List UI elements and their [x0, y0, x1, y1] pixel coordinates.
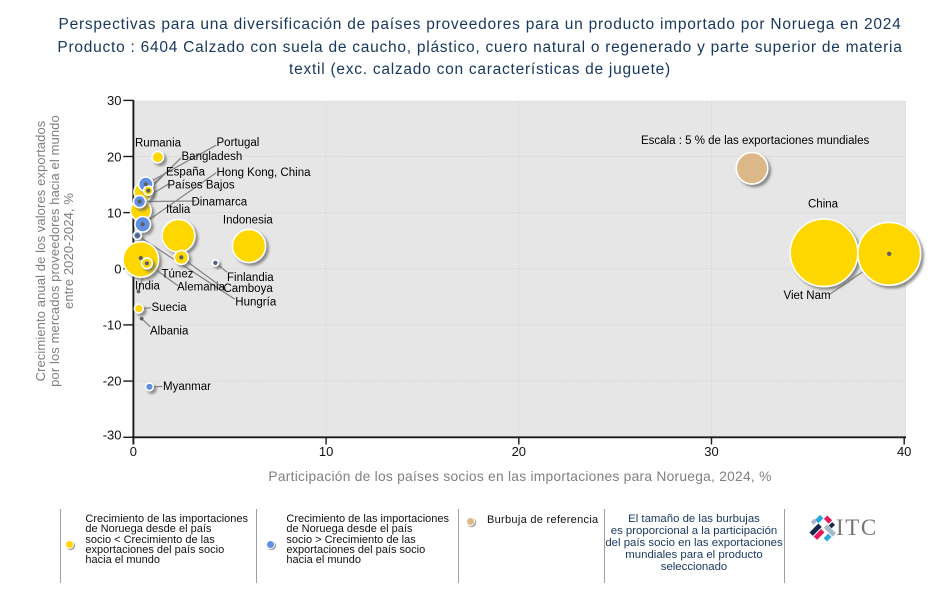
svg-text:Bangladesh: Bangladesh	[182, 151, 243, 163]
svg-text:40: 40	[897, 444, 911, 459]
svg-text:10: 10	[107, 206, 121, 221]
svg-text:Finlandia: Finlandia	[227, 272, 274, 284]
svg-text:-20: -20	[103, 374, 122, 389]
svg-text:Camboya: Camboya	[224, 283, 274, 295]
svg-text:0: 0	[130, 444, 137, 459]
svg-text:30: 30	[107, 93, 121, 108]
svg-text:Escala : 5 % de las exportacio: Escala : 5 % de las exportaciones mundia…	[641, 135, 869, 147]
svg-text:-30: -30	[103, 428, 122, 443]
svg-text:Túnez: Túnez	[162, 268, 194, 280]
svg-text:China: China	[808, 199, 839, 211]
svg-text:10: 10	[319, 444, 333, 459]
svg-text:Suecia: Suecia	[152, 302, 188, 314]
svg-text:India: India	[135, 281, 161, 293]
svg-text:30: 30	[704, 444, 718, 459]
svg-text:Italia: Italia	[166, 204, 191, 216]
svg-text:Portugal: Portugal	[217, 137, 260, 149]
svg-text:Países Bajos: Países Bajos	[168, 180, 235, 192]
svg-text:-10: -10	[103, 317, 122, 332]
svg-text:0: 0	[114, 261, 121, 276]
svg-text:Viet Nam: Viet Nam	[784, 290, 831, 302]
svg-text:20: 20	[107, 150, 121, 165]
svg-text:Rumania: Rumania	[135, 138, 182, 150]
svg-text:Dinamarca: Dinamarca	[192, 197, 248, 209]
svg-text:20: 20	[512, 444, 526, 459]
svg-text:Hungría: Hungría	[235, 297, 277, 309]
svg-text:Albania: Albania	[150, 326, 189, 338]
svg-text:Hong Kong, China: Hong Kong, China	[217, 167, 312, 179]
svg-text:Indonesia: Indonesia	[223, 215, 273, 227]
svg-text:Alemania: Alemania	[177, 282, 226, 294]
svg-text:Myanmar: Myanmar	[163, 381, 211, 393]
svg-text:España: España	[166, 166, 206, 178]
